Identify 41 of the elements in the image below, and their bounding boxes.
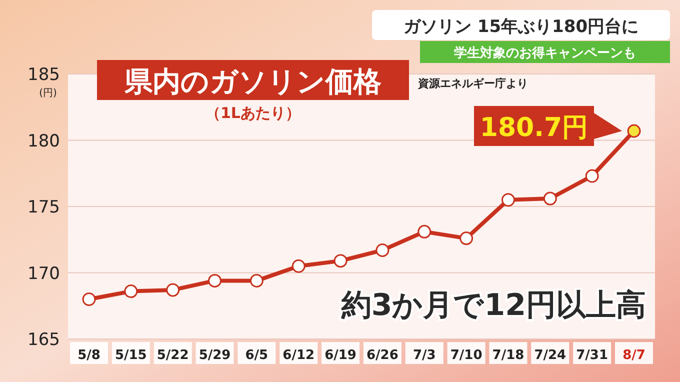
x-tick-label: 7/24 bbox=[534, 348, 566, 363]
point bbox=[292, 259, 306, 273]
x-tick-label: 7/10 bbox=[450, 348, 482, 363]
point bbox=[376, 243, 390, 257]
x-tick-label: 7/18 bbox=[492, 348, 524, 363]
point bbox=[501, 193, 515, 207]
x-tick-label: 6/12 bbox=[282, 348, 315, 363]
y-tick-label: 165 bbox=[28, 330, 60, 350]
x-tick-label: 5/15 bbox=[114, 348, 147, 363]
x-tick-label: 8/7 bbox=[622, 348, 646, 363]
annotation: 約3か月で12円以上高 bbox=[340, 288, 646, 323]
x-tick-label: 5/22 bbox=[156, 348, 189, 363]
point bbox=[208, 274, 222, 288]
y-axis-title: (円) bbox=[39, 88, 57, 99]
text: （1Lあたり） bbox=[206, 104, 300, 122]
y-tick-label: 175 bbox=[28, 198, 60, 218]
x-tick-label: 7/3 bbox=[412, 348, 436, 363]
point bbox=[334, 254, 348, 268]
x-tick-label: 6/5 bbox=[245, 348, 268, 363]
chart-title: 県内のガソリン価格 bbox=[124, 65, 382, 98]
point bbox=[418, 224, 432, 238]
annotation: 180.7円 bbox=[480, 112, 588, 143]
point bbox=[585, 169, 599, 183]
point bbox=[627, 124, 641, 138]
x-tick-label: 6/26 bbox=[366, 348, 398, 363]
text: 学生対象のお得キャンペーンも bbox=[454, 45, 636, 61]
point bbox=[124, 284, 138, 298]
point bbox=[82, 292, 96, 306]
y-tick-label: 185 bbox=[28, 65, 60, 85]
x-tick-label: 6/19 bbox=[324, 348, 356, 363]
point bbox=[166, 283, 180, 297]
point bbox=[460, 232, 474, 246]
x-tick-label: 7/31 bbox=[576, 348, 608, 363]
y-tick-label: 170 bbox=[28, 264, 60, 284]
x-tick-label: 5/8 bbox=[78, 348, 100, 363]
point bbox=[543, 192, 557, 206]
text: ガソリン 15年ぶり180円台に bbox=[403, 17, 639, 37]
x-tick-label: 5/29 bbox=[198, 348, 231, 363]
y-tick-label: 180 bbox=[28, 131, 60, 152]
annotation: 資源エネルギー庁より bbox=[417, 77, 528, 90]
point bbox=[250, 274, 264, 288]
